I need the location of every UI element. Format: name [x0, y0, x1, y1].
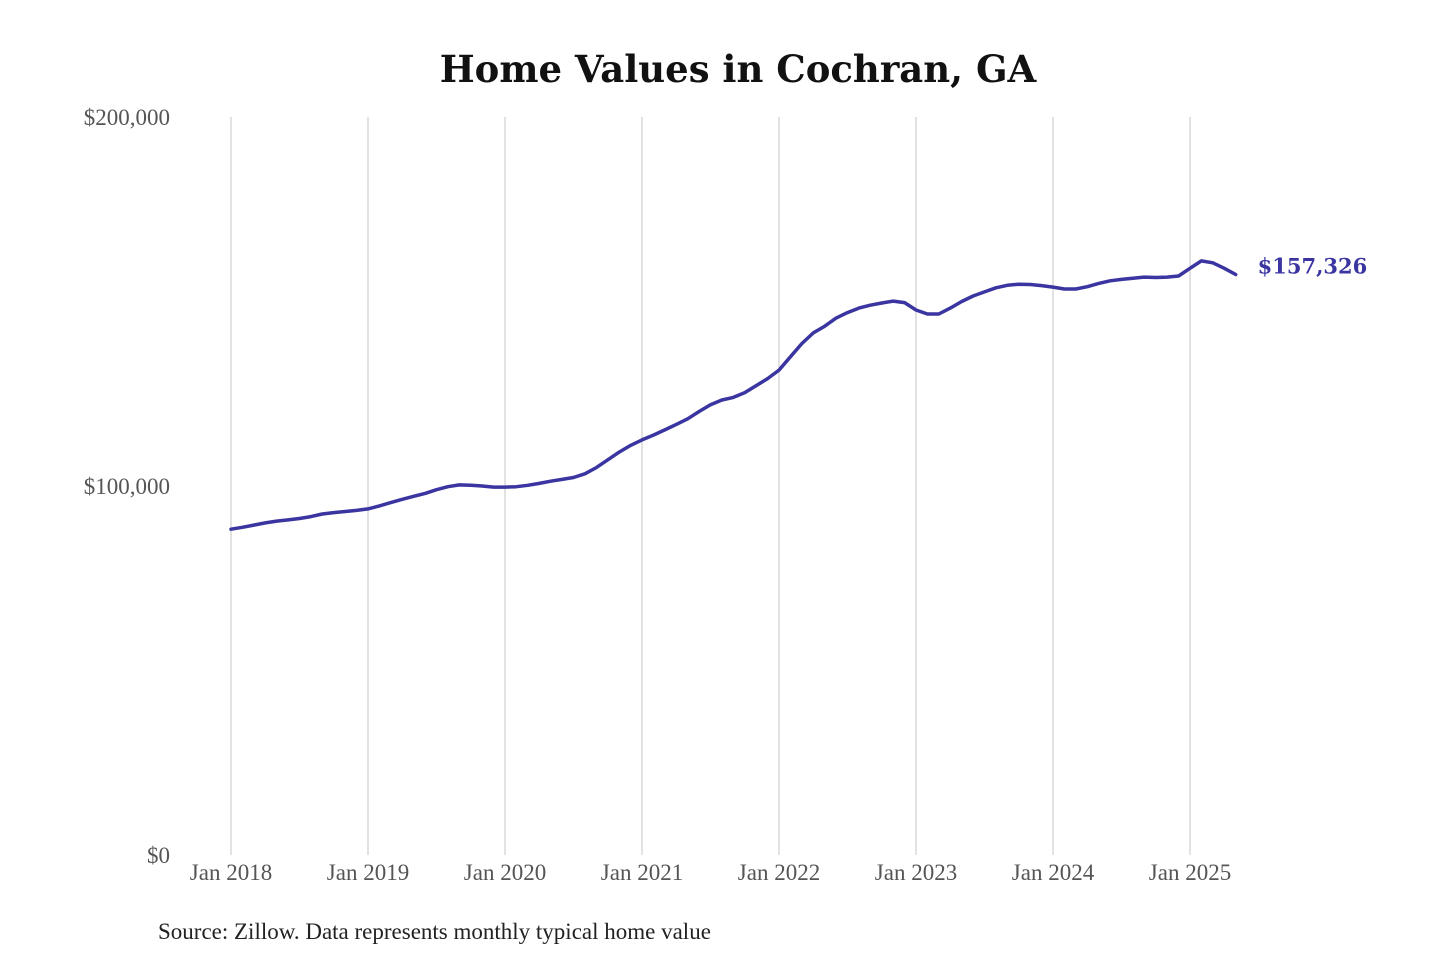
x-tick-label: Jan 2021 [601, 860, 683, 885]
x-tick-label: Jan 2023 [875, 860, 957, 885]
y-axis: $0 $100,000 $200,000 [84, 105, 170, 868]
y-tick-label: $100,000 [84, 474, 170, 499]
x-tick-label: Jan 2025 [1149, 860, 1231, 885]
series-lines [229, 259, 1238, 531]
chart-title: Home Values in Cochran, GA [440, 47, 1038, 91]
y-tick-label: $0 [147, 843, 170, 868]
grid-lines [230, 117, 1191, 855]
y-tick-label: $200,000 [84, 105, 170, 130]
x-tick-label: Jan 2022 [738, 860, 820, 885]
x-axis: Jan 2018 Jan 2019 Jan 2020 Jan 2021 Jan 2022… [190, 860, 1231, 885]
x-tick-label: Jan 2024 [1012, 860, 1095, 885]
series-line [229, 259, 1238, 531]
end-value-label: $157,326 [1258, 253, 1368, 278]
source-note: Source: Zillow. Data represents monthly … [158, 919, 711, 944]
x-tick-label: Jan 2020 [464, 860, 546, 885]
x-tick-label: Jan 2018 [190, 860, 272, 885]
x-tick-label: Jan 2019 [327, 860, 409, 885]
